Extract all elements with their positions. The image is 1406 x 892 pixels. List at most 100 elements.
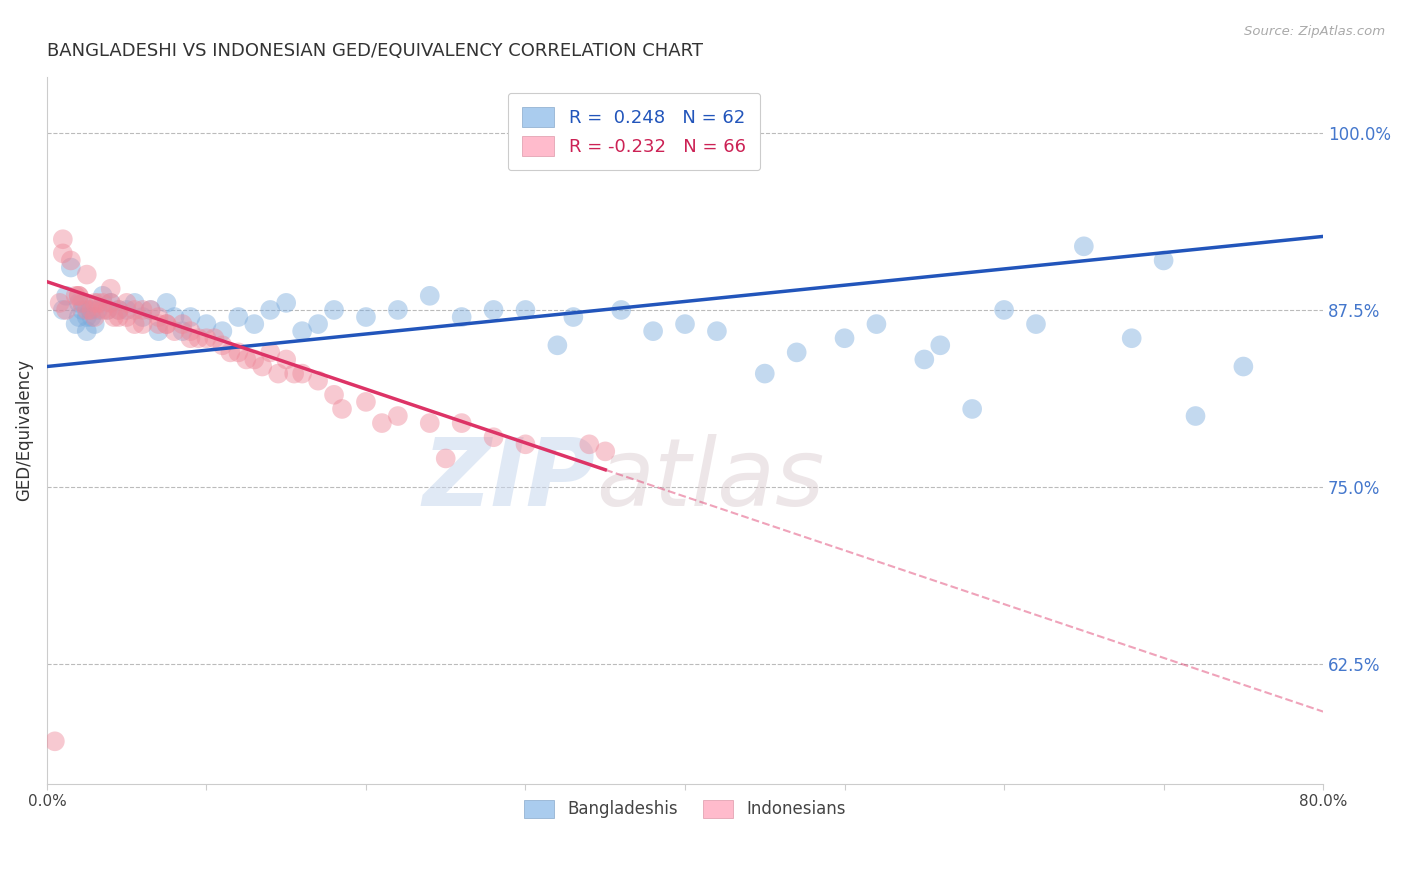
Point [67,289,90,303]
Point [148,317,170,331]
Point [562,310,585,324]
Point [291,324,314,338]
Y-axis label: GED/Equivalency: GED/Equivalency [15,359,32,501]
Point [76,310,98,324]
Point [912,352,935,367]
Point [131,310,153,324]
Point [70,302,93,317]
Point [1025,317,1047,331]
Point [1073,239,1095,253]
Point [235,352,257,367]
Point [100,296,122,310]
Point [1121,331,1143,345]
Point [103,310,125,324]
Point [124,296,146,310]
Point [59,253,82,268]
Point [482,430,505,444]
Point [107,310,129,324]
Point [107,302,129,317]
Point [172,324,194,338]
Point [202,331,225,345]
Point [243,352,266,367]
Point [929,338,952,352]
Point [59,260,82,275]
Point [307,317,329,331]
Point [354,310,377,324]
Point [155,317,177,331]
Point [100,296,122,310]
Point [323,302,346,317]
Point [515,302,537,317]
Point [76,268,98,282]
Point [179,331,201,345]
Point [195,317,218,331]
Point [283,367,305,381]
Point [76,324,98,338]
Point [83,317,105,331]
Point [139,302,162,317]
Point [419,289,441,303]
Point [91,289,114,303]
Point [211,338,233,352]
Point [163,310,186,324]
Point [48,296,70,310]
Point [155,317,177,331]
Point [434,451,457,466]
Point [83,296,105,310]
Point [706,324,728,338]
Point [52,232,75,246]
Point [124,317,146,331]
Point [323,388,346,402]
Point [55,289,77,303]
Point [228,345,250,359]
Legend: Bangladeshis, Indonesians: Bangladeshis, Indonesians [517,793,852,825]
Point [419,416,441,430]
Point [252,359,274,374]
Point [139,302,162,317]
Point [960,401,983,416]
Point [67,289,90,303]
Point [96,302,118,317]
Point [148,310,170,324]
Point [172,317,194,331]
Point [52,246,75,260]
Point [291,367,314,381]
Point [100,282,122,296]
Point [307,374,329,388]
Point [87,296,110,310]
Point [65,317,87,331]
Point [70,296,93,310]
Point [115,302,138,317]
Point [96,302,118,317]
Point [72,296,94,310]
Point [65,289,87,303]
Point [76,302,98,317]
Text: BANGLADESHI VS INDONESIAN GED/EQUIVALENCY CORRELATION CHART: BANGLADESHI VS INDONESIAN GED/EQUIVALENC… [46,42,703,60]
Point [79,302,101,317]
Point [67,310,90,324]
Point [865,317,887,331]
Point [80,302,103,317]
Point [546,338,568,352]
Point [643,324,665,338]
Text: atlas: atlas [596,434,824,525]
Point [1184,409,1206,423]
Point [163,324,186,338]
Text: Source: ZipAtlas.com: Source: ZipAtlas.com [1244,25,1385,38]
Text: ZIP: ZIP [423,434,596,525]
Point [673,317,696,331]
Point [354,395,377,409]
Point [578,437,600,451]
Point [91,296,114,310]
Point [276,296,298,310]
Point [1232,359,1254,374]
Point [267,367,290,381]
Point [387,409,409,423]
Point [1153,253,1175,268]
Point [754,367,776,381]
Point [276,352,298,367]
Point [195,331,218,345]
Point [87,302,110,317]
Point [91,302,114,317]
Point [515,437,537,451]
